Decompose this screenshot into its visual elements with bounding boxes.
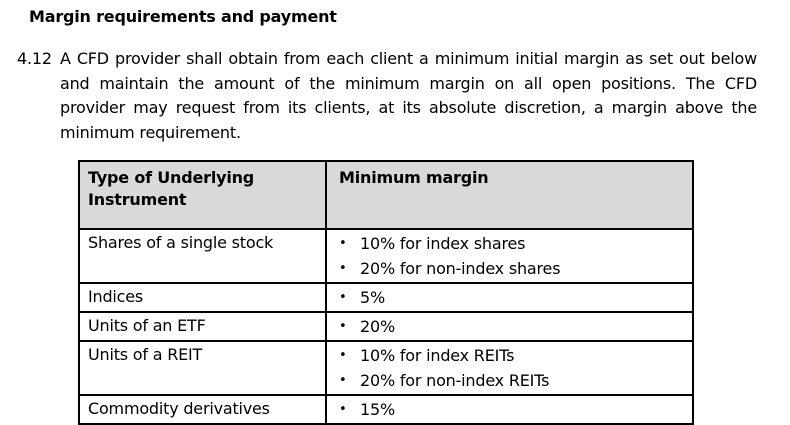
margin-item: • 15% bbox=[339, 397, 686, 422]
margin-item: • 5% bbox=[339, 285, 686, 310]
clause-number: 4.12 bbox=[17, 49, 52, 68]
margin-item: • 10% for index REITs bbox=[339, 343, 686, 368]
bullet-icon: • bbox=[339, 373, 347, 388]
margin-item-text: 5% bbox=[360, 288, 385, 307]
instrument-cell: Units of an ETF bbox=[78, 311, 327, 342]
table-row: Units of a REIT • 10% for index REITs • 20% … bbox=[78, 340, 694, 396]
margin-cell: • 10% for index REITs • 20% for non-index R… bbox=[325, 340, 694, 396]
margin-bullet-list: • 5% bbox=[339, 285, 686, 310]
bullet-icon: • bbox=[339, 402, 347, 417]
bullet-icon: • bbox=[339, 319, 347, 334]
section-heading: Margin requirements and payment bbox=[29, 7, 337, 26]
bullet-icon: • bbox=[339, 290, 347, 305]
margin-item: • 10% for index shares bbox=[339, 231, 686, 256]
clause-4-12: 4.12 A CFD provider shall obtain from ea… bbox=[17, 47, 757, 145]
column-header-instrument: Type of Underlying Instrument bbox=[78, 160, 327, 230]
margin-item-text: 10% for index shares bbox=[360, 234, 526, 253]
bullet-icon: • bbox=[339, 236, 347, 251]
margin-item-text: 10% for index REITs bbox=[360, 346, 515, 365]
margin-requirements-table: Type of Underlying Instrument Minimum ma… bbox=[78, 160, 694, 425]
margin-item: • 20% bbox=[339, 314, 686, 339]
instrument-cell: Commodity derivatives bbox=[78, 394, 327, 425]
margin-item-text: 20% bbox=[360, 317, 395, 336]
margin-cell: • 5% bbox=[325, 282, 694, 313]
bullet-icon: • bbox=[339, 261, 347, 276]
margin-item-text: 20% for non-index shares bbox=[360, 259, 561, 278]
margin-item: • 20% for non-index shares bbox=[339, 256, 686, 281]
margin-cell: • 10% for index shares • 20% for non-index … bbox=[325, 228, 694, 284]
margin-item-text: 15% bbox=[360, 400, 395, 419]
clause-text: A CFD provider shall obtain from each cl… bbox=[60, 49, 757, 142]
document-page: Margin requirements and payment 4.12 A C… bbox=[17, 7, 757, 425]
table-header-row: Type of Underlying Instrument Minimum ma… bbox=[78, 160, 694, 230]
table-header: Type of Underlying Instrument Minimum ma… bbox=[78, 160, 694, 230]
margin-bullet-list: • 10% for index shares • 20% for non-index … bbox=[339, 231, 686, 281]
table-row: Indices • 5% bbox=[78, 282, 694, 313]
instrument-cell: Shares of a single stock bbox=[78, 228, 327, 284]
margin-item: • 20% for non-index REITs bbox=[339, 368, 686, 393]
instrument-cell: Indices bbox=[78, 282, 327, 313]
margin-cell: • 15% bbox=[325, 394, 694, 425]
column-header-minimum-margin: Minimum margin bbox=[325, 160, 694, 230]
bullet-icon: • bbox=[339, 348, 347, 363]
table-row: Commodity derivatives • 15% bbox=[78, 394, 694, 425]
margin-bullet-list: • 20% bbox=[339, 314, 686, 339]
margin-bullet-list: • 15% bbox=[339, 397, 686, 422]
instrument-cell: Units of a REIT bbox=[78, 340, 327, 396]
margin-bullet-list: • 10% for index REITs • 20% for non-index R… bbox=[339, 343, 686, 393]
table-body: Shares of a single stock • 10% for index s… bbox=[78, 228, 694, 425]
margin-cell: • 20% bbox=[325, 311, 694, 342]
table-row: Shares of a single stock • 10% for index s… bbox=[78, 228, 694, 284]
margin-item-text: 20% for non-index REITs bbox=[360, 371, 550, 390]
table-row: Units of an ETF • 20% bbox=[78, 311, 694, 342]
